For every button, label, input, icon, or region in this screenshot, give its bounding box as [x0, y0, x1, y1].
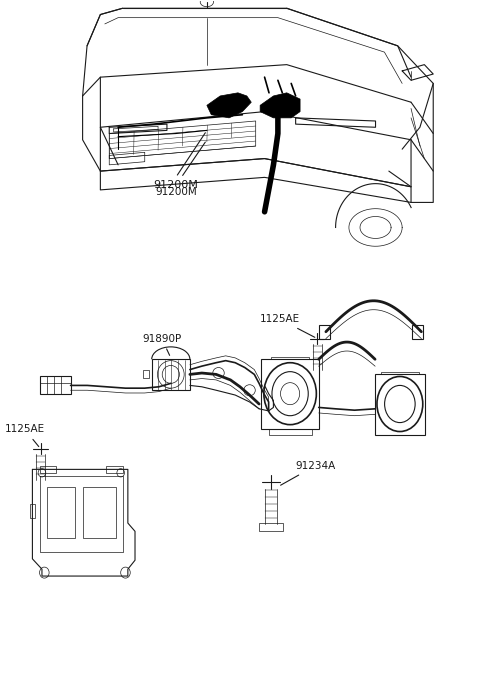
- Polygon shape: [260, 93, 300, 118]
- Text: 91200M: 91200M: [155, 187, 197, 197]
- Text: 91200M: 91200M: [154, 142, 205, 191]
- Text: 91890P: 91890P: [142, 334, 181, 355]
- Text: 1125AE: 1125AE: [260, 314, 315, 337]
- Text: 1125AE: 1125AE: [5, 424, 45, 446]
- Polygon shape: [207, 93, 251, 118]
- Text: 91234A: 91234A: [281, 461, 335, 485]
